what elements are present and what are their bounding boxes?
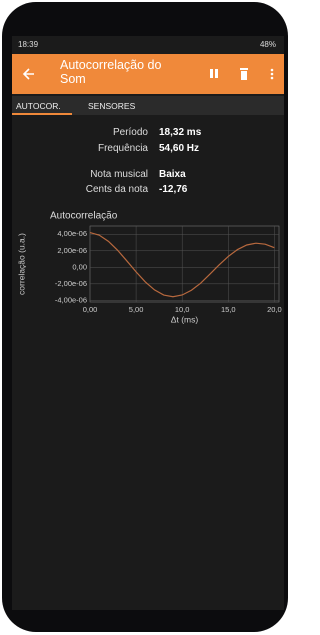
reading-value: -12,76	[159, 184, 187, 195]
phone-frame: 18:39 48% Autocorrelação do Som AUTOCOR.…	[2, 2, 288, 632]
page: {"status_bar": {"time": "18:39", "batter…	[0, 0, 320, 635]
x-axis-label: Δt (ms)	[171, 314, 199, 324]
x-tick-label: 20,0	[267, 305, 282, 314]
y-tick-label: 0,00	[72, 262, 87, 271]
y-axis-label: correlação (u.a.)	[16, 233, 26, 295]
y-tick-label: 2,00e-06	[57, 246, 87, 255]
back-button[interactable]	[22, 67, 36, 81]
tab[interactable]: AUTOCOR.	[16, 101, 61, 111]
x-tick-label: 10,0	[175, 305, 190, 314]
x-tick-label: 5,00	[129, 305, 144, 314]
pause-button[interactable]	[208, 67, 220, 81]
status-time: 18:39	[18, 40, 38, 49]
tab[interactable]: SENSORES	[88, 101, 135, 111]
app-bar: Autocorrelação do Som	[12, 54, 284, 94]
reading-value: Baixa	[159, 169, 186, 180]
y-tick-label: -4,00e-06	[55, 295, 87, 304]
y-tick-label: 4,00e-06	[57, 229, 87, 238]
chart-title: Autocorrelação	[50, 211, 118, 222]
reading-label: Frequência	[98, 143, 148, 154]
reading-value: 18,32 ms	[159, 127, 201, 138]
reading-value: 54,60 Hz	[159, 143, 199, 154]
app-title: Autocorrelação do Som	[60, 58, 190, 86]
tab-indicator	[12, 113, 72, 115]
x-tick-label: 0,00	[83, 305, 98, 314]
menu-button[interactable]	[268, 67, 276, 81]
status-battery: 48%	[260, 40, 276, 49]
reading-label: Período	[113, 127, 148, 138]
plot-area	[90, 226, 279, 302]
tab-bar: AUTOCOR. SENSORES	[12, 96, 284, 115]
delete-button[interactable]	[238, 67, 250, 81]
screen: 18:39 48% Autocorrelação do Som AUTOCOR.…	[12, 36, 284, 610]
reading-label: Cents da nota	[86, 184, 148, 195]
page-body: 18:39 48% Autocorrelação do Som AUTOCOR.…	[0, 0, 292, 635]
chart: Autocorrelação 4,00e-06 2,00e-06 0,00 -2,00e…	[12, 204, 284, 334]
x-tick-label: 15,0	[221, 305, 236, 314]
y-tick-label: -2,00e-06	[55, 279, 87, 288]
reading-label: Nota musical	[90, 169, 148, 180]
